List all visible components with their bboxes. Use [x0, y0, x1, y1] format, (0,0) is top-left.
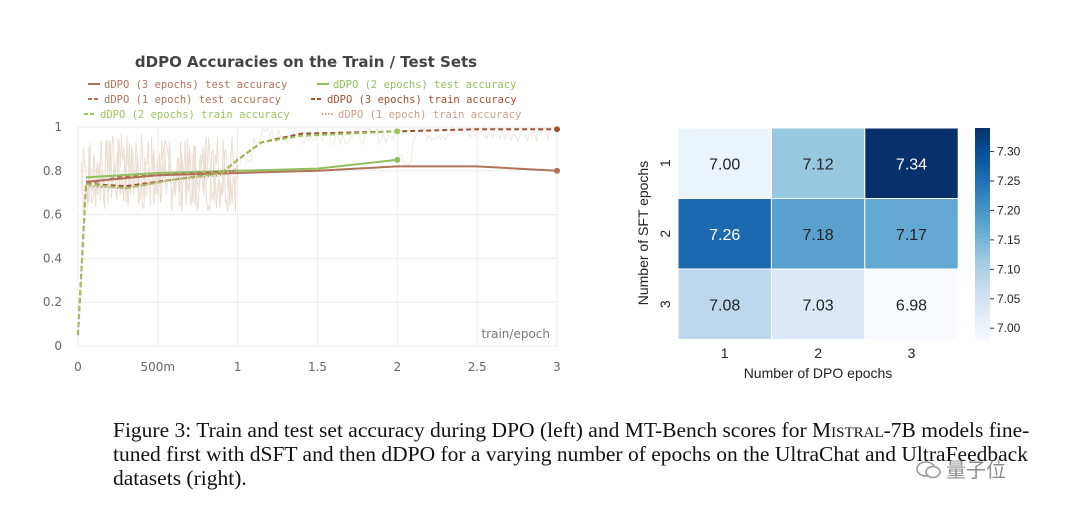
series-line-5 — [77, 167, 239, 336]
heatmap-cell — [770, 198, 866, 270]
heatmap-x-tick: 1 — [721, 345, 729, 361]
colorbar-tick-label: 7.05 — [997, 292, 1021, 306]
line-chart-legend: dDPO (3 epochs) test accuracy dDPO (2 epo… — [84, 79, 521, 121]
x-tick-label: 500m — [141, 360, 176, 374]
raw-trace — [396, 125, 558, 169]
heatmap-y-ticks: 1 2 3 — [657, 159, 673, 308]
endpoint-marker — [554, 126, 560, 133]
y-tick-label: 1 — [54, 120, 62, 134]
heatmap-cells: 7.00 7.12 7.34 7.26 7.18 7.17 7.08 7.03 6.98 — [677, 127, 959, 340]
series-line-4 — [77, 130, 398, 336]
heatmap-colorbar: 7.00 7.05 7.10 7.15 7.20 7.25 7.30 — [975, 128, 1021, 340]
heatmap-cell-value: 7.26 — [709, 227, 740, 244]
raw-trace — [80, 134, 238, 207]
heatmap-x-ticks: 1 2 3 — [721, 345, 916, 361]
endpoint-marker — [554, 167, 560, 174]
x-tick-label: 0 — [74, 360, 82, 374]
endpoint-marker — [394, 156, 401, 163]
heatmap-cell-value: 6.98 — [896, 297, 927, 314]
colorbar-tick-label: 7.00 — [997, 321, 1021, 335]
heatmap-cell-value: 7.17 — [896, 227, 927, 244]
x-tick-label: 2.5 — [468, 360, 487, 374]
heatmap-cell-value: 7.00 — [709, 156, 740, 173]
legend-label: dDPO (3 epochs) train accuracy — [327, 94, 517, 106]
x-axis-label: train/epoch — [481, 327, 550, 341]
figure-caption: Figure 3: Train and test set accuracy du… — [113, 418, 1058, 490]
legend-label: dDPO (2 epochs) train accuracy — [100, 109, 290, 121]
colorbar-tick-label: 7.10 — [997, 262, 1021, 276]
heatmap-x-tick: 2 — [814, 345, 822, 361]
x-tick-label: 2 — [394, 360, 402, 374]
colorbar-tick-label: 7.15 — [997, 233, 1021, 247]
y-axis-ticks: 0 0.2 0.4 0.6 0.8 1 — [43, 120, 62, 353]
heatmap-cell — [864, 127, 959, 199]
colorbar-tick-label: 7.20 — [997, 203, 1021, 217]
caption-suffix: models fine-tuned first with dSFT and th… — [113, 418, 1030, 490]
heatmap-cell-value: 7.08 — [709, 297, 740, 314]
heatmap-y-tick: 1 — [657, 159, 673, 167]
x-axis-ticks: 0 500m 1 1.5 2 2.5 3 — [74, 360, 561, 374]
legend-label: dDPO (1 epoch) train accuracy — [338, 109, 521, 121]
y-tick-label: 0.2 — [43, 295, 62, 309]
accuracy-line-chart: dDPO Accuracies on the Train / Test Sets… — [43, 53, 561, 374]
y-tick-label: 0.8 — [43, 164, 62, 178]
watermark: 量子位 — [916, 454, 1006, 483]
heatmap-cell-value: 7.03 — [803, 297, 834, 314]
y-tick-label: 0 — [54, 339, 62, 353]
heatmap-x-tick: 3 — [908, 345, 916, 361]
heatmap-cell — [864, 268, 959, 340]
x-tick-label: 1 — [234, 360, 242, 374]
line-chart-title: dDPO Accuracies on the Train / Test Sets — [135, 53, 477, 71]
heatmap-y-tick: 2 — [657, 230, 673, 238]
legend-label: dDPO (3 epochs) test accuracy — [104, 79, 287, 91]
y-tick-label: 0.6 — [43, 208, 62, 222]
heatmap-cell-value: 7.18 — [803, 227, 834, 244]
wechat-icon — [916, 461, 941, 479]
legend-label: dDPO (1 epoch) test accuracy — [104, 94, 281, 106]
heatmap-cell — [677, 127, 772, 199]
heatmap-cell-value: 7.12 — [803, 156, 834, 173]
heatmap-x-axis-label: Number of DPO epochs — [744, 365, 893, 381]
legend-label: dDPO (2 epochs) test accuracy — [333, 79, 516, 91]
caption-prefix: Figure 3: Train and test set accuracy du… — [113, 418, 812, 442]
series-line-3 — [77, 128, 557, 336]
y-tick-label: 0.4 — [43, 251, 62, 265]
heatmap-cell-value: 7.34 — [896, 156, 927, 173]
colorbar-bar — [975, 128, 990, 340]
mt-bench-heatmap: 7.00 7.12 7.34 7.26 7.18 7.17 7.08 7.03 6.98 1 2 3… — [635, 127, 1021, 381]
heatmap-cell — [677, 198, 772, 270]
heatmap-cell — [864, 198, 959, 270]
line-chart-series — [77, 126, 560, 336]
heatmap-cell — [770, 268, 866, 340]
heatmap-y-tick: 3 — [657, 300, 673, 308]
watermark-text: 量子位 — [946, 458, 1006, 482]
x-tick-label: 1.5 — [308, 360, 327, 374]
line-chart-grid — [77, 126, 558, 347]
heatmap-y-axis-label: Number of SFT epochs — [635, 161, 651, 305]
series-line-2 — [85, 169, 238, 185]
caption-model-name: Mistral-7B — [812, 418, 916, 442]
x-tick-label: 3 — [553, 360, 561, 374]
colorbar-tick-label: 7.30 — [997, 145, 1021, 159]
colorbar-tick-label: 7.25 — [997, 174, 1021, 188]
heatmap-cell — [770, 127, 866, 199]
endpoint-marker — [394, 128, 401, 135]
